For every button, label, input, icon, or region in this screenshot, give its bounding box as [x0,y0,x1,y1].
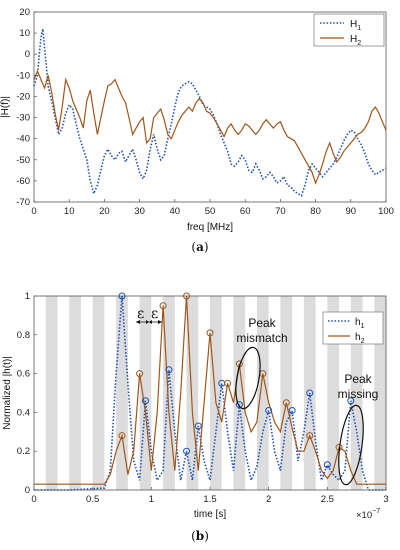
y-tick-label: 0 [25,49,30,60]
x-tick-label: 2.5 [321,494,334,505]
background-band [374,296,386,490]
background-band [116,296,128,490]
series-h2-line [33,69,387,185]
peak-marker-h2 [282,399,290,407]
legend-h2-lower-label: h2 [355,332,365,345]
panel-b-y-axis-label: Normalized |h(t)| [2,356,13,430]
peak-marker-h1 [265,406,273,414]
y-tick-label: -40 [16,134,30,145]
y-tick-label: 20 [19,7,30,18]
panel-a-chart: 0 10 20 30 40 50 60 70 80 90 100-70-60-50-40-30-20… [0,7,394,254]
x-tick-label: 3 [383,494,388,505]
legend-h2-label: H2 [350,34,361,47]
y-tick-label: -70 [16,197,30,208]
peak-marker-h2 [224,379,232,387]
x-tick-label: 80 [310,206,321,217]
x-tick-label: 0 [31,494,36,505]
peak-marker-h2 [118,432,126,440]
panel-a-legend: H1 H2 [313,13,385,47]
peak-marker-h1 [235,401,243,409]
y-tick-label: 0 [25,485,30,496]
y-tick-label: 0.4 [17,407,30,418]
peak-marker-h1 [141,397,149,405]
background-band [45,296,58,490]
peak-marker-h1 [165,366,173,374]
peak-marker-h2 [206,329,214,337]
epsilon-annotation: ε ε [136,306,162,324]
x-tick-label: 70 [275,206,286,217]
peak-missing-label-line2: missing [338,387,379,401]
y-tick-label: -60 [16,176,30,187]
x-tick-label: 100 [378,206,394,217]
caption-b: (b) [191,529,209,543]
peak-mismatch-annotation: Peak mismatch [235,316,288,410]
background-band [256,296,269,490]
epsilon-arrow-head-mid-left [149,320,152,324]
peak-marker-h2 [159,302,167,310]
panel-b-legend: h1 h2 [322,311,384,345]
y-tick-label: 0.2 [17,446,30,457]
epsilon-label-2: ε [151,306,158,322]
y-tick-label: -10 [16,70,30,81]
x-tick-label: 30 [134,206,145,217]
peak-missing-annotation: Peak missing [338,372,379,486]
peak-marker-h2 [136,370,144,378]
series-h1-line [34,295,386,491]
peak-marker-h1 [323,461,331,469]
x-tick-label: 20 [99,206,110,217]
peak-missing-ellipse [338,404,364,486]
panel-b-chart: 0 0.5 1 1.5 2 2.5 3 0 0.2 0.4 0.6 0.8 1 time [s] Nor… [2,291,389,543]
x-tick-label: 60 [240,206,251,217]
legend-h1-label: H1 [350,19,361,32]
peak-marker-h1 [306,389,314,397]
y-tick-label: 10 [19,28,30,39]
x-tick-label: 0.5 [86,494,99,505]
peak-missing-label-line1: Peak [344,372,372,386]
y-tick-label: 1 [25,291,30,302]
x-tick-label: 40 [170,206,181,217]
background-band [186,296,199,490]
background-band [210,296,222,490]
peak-marker-h1 [288,406,296,414]
peak-marker-h2 [306,432,314,440]
background-band [233,296,246,490]
background-band [139,296,152,490]
background-band [327,296,340,490]
epsilon-arrow-head-mid-right [146,320,149,324]
y-tick-label: 0.8 [17,330,30,341]
panel-a-y-axis-label: |H(f)| [0,96,11,118]
x-tick-label: 2 [266,494,271,505]
panel-b-x-exponent: ×10−7 [356,508,380,521]
epsilon-arrow-head-left [136,320,140,324]
panel-a-x-axis-label: freq [MHz] [187,222,233,233]
x-tick-label: 50 [205,206,216,217]
x-tick-label: 1.5 [203,494,216,505]
background-band [350,296,363,490]
legend-h1-lower-label: h1 [355,317,365,330]
peak-mismatch-label-line2: mismatch [236,331,287,345]
y-tick-label: 0.6 [17,369,30,380]
peak-mismatch-ellipse [235,346,261,410]
peak-marker-h1 [194,422,202,430]
series-h2-line [34,295,386,485]
background-band [163,296,175,490]
y-tick-label: -20 [16,91,30,102]
panel-b-x-axis-label: time [s] [194,509,226,520]
y-tick-label: -50 [16,155,30,166]
background-band [92,296,105,490]
x-tick-label: 1 [149,494,154,505]
caption-a: (a) [191,240,208,254]
x-tick-label: 90 [346,206,357,217]
background-band [69,296,81,490]
peak-marker-h1 [183,447,191,455]
peak-marker-h1 [347,397,355,405]
y-tick-label: -30 [16,113,30,124]
x-tick-label: 0 [31,206,36,217]
epsilon-label-1: ε [137,306,144,322]
peak-mismatch-label-line1: Peak [248,316,276,330]
x-tick-label: 10 [64,206,75,217]
background-band [280,296,293,490]
epsilon-arrow-head-right [158,320,162,324]
